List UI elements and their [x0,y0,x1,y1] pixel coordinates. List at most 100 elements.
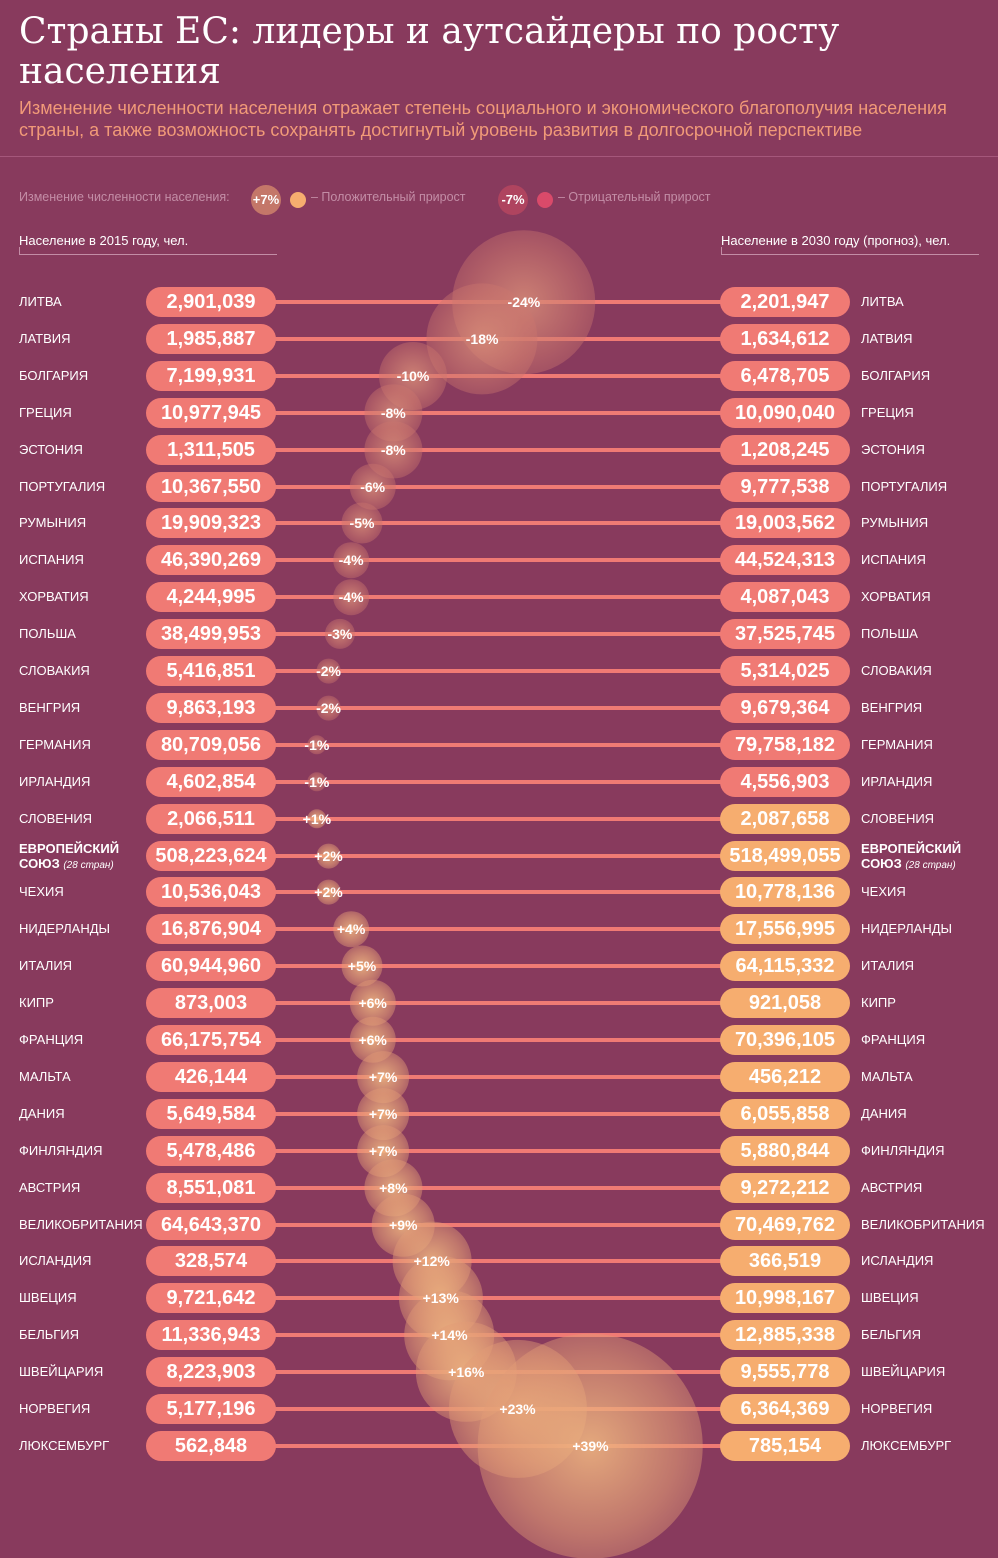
country-name-left: ГЕРМАНИЯ [19,737,91,752]
pop-2030-value: 1,208,245 [720,435,850,465]
pop-2015-value: 19,909,323 [146,508,276,538]
pop-2015-value: 5,177,196 [146,1394,276,1424]
country-name-text: ФРАНЦИЯ [19,1032,84,1047]
country-name-right: ШВЕЦИЯ [861,1290,919,1305]
country-name-text: ДАНИЯ [861,1106,907,1121]
country-name-left: ГРЕЦИЯ [19,405,72,420]
table-row: ЕВРОПЕЙСКИЙ СОЮЗ (28 стран) ЕВРОПЕЙСКИЙ СОЮ… [0,841,998,871]
connector-line [270,780,730,784]
country-name-left: НИДЕРЛАНДЫ [19,921,110,936]
country-name-left: ШВЕЙЦАРИЯ [19,1364,103,1379]
country-name-right: МАЛЬТА [861,1069,913,1084]
legend-label: Изменение численности населения: [19,190,230,204]
country-name-right: ХОРВАТИЯ [861,589,931,604]
connector-line [270,1186,730,1190]
country-name-text: ВЕНГРИЯ [861,700,923,715]
pop-2015-value: 7,199,931 [146,361,276,391]
country-name-right: ЭСТОНИЯ [861,442,925,457]
pop-2030-value: 70,469,762 [720,1210,850,1240]
pop-2015-value: 873,003 [146,988,276,1018]
country-name-right: ЛАТВИЯ [861,331,913,346]
country-name-left: ИРЛАНДИЯ [19,774,90,789]
country-name-text: ЛЮКСЕМБУРГ [861,1438,952,1453]
country-name-text: БЕЛЬГИЯ [19,1327,80,1342]
country-name-text: ШВЕЙЦАРИЯ [19,1364,104,1379]
legend-positive-bubble: +7% [251,185,281,215]
table-row: ХОРВАТИЯ ХОРВАТИЯ 4,244,995 4,087,043 [0,582,998,612]
country-name-text: ФИНЛЯНДИЯ [19,1143,103,1158]
country-name-left: ДАНИЯ [19,1106,65,1121]
country-name-right: ФИНЛЯНДИЯ [861,1143,944,1158]
country-name-left: ЛЮКСЕМБУРГ [19,1438,109,1453]
country-name-right: ГРЕЦИЯ [861,405,914,420]
pop-2015-value: 46,390,269 [146,545,276,575]
country-name-text: БОЛГАРИЯ [19,368,89,383]
table-row: ИСЛАНДИЯ ИСЛАНДИЯ 328,574 366,519 [0,1246,998,1276]
country-name-left: ВЕЛИКОБРИТАНИЯ [19,1217,143,1232]
country-name-right: ИТАЛИЯ [861,958,914,973]
country-name-text: ХОРВАТИЯ [19,589,89,604]
country-name-text: ЛЮКСЕМБУРГ [19,1438,110,1453]
country-name-right: НИДЕРЛАНДЫ [861,921,952,936]
country-name-right: СЛОВАКИЯ [861,663,932,678]
pop-2030-value: 1,634,612 [720,324,850,354]
country-name-left: ФРАНЦИЯ [19,1032,83,1047]
pop-2030-value: 366,519 [720,1246,850,1276]
country-name-text: НОРВЕГИЯ [19,1401,91,1416]
pop-2030-value: 5,314,025 [720,656,850,686]
country-name-text: ЛИТВА [861,294,904,309]
connector-line [270,595,730,599]
table-row: НОРВЕГИЯ НОРВЕГИЯ 5,177,196 6,364,369 [0,1394,998,1424]
legend-positive-dot [290,192,306,208]
country-name-right: ВЕЛИКОБРИТАНИЯ [861,1217,985,1232]
country-name-text: ГЕРМАНИЯ [861,737,933,752]
country-name-text: ПОРТУГАЛИЯ [19,479,106,494]
table-row: ЛИТВА ЛИТВА 2,901,039 2,201,947 [0,287,998,317]
connector-line [270,521,730,525]
country-name-text: ИСПАНИЯ [861,552,926,567]
pop-2015-value: 8,551,081 [146,1173,276,1203]
connector-line [270,927,730,931]
pop-2030-value: 2,087,658 [720,804,850,834]
pop-2015-value: 2,066,511 [146,804,276,834]
pop-2030-value: 10,090,040 [720,398,850,428]
table-row: МАЛЬТА МАЛЬТА 426,144 456,212 [0,1062,998,1092]
country-name-text: ЕВРОПЕЙСКИЙ [861,841,962,856]
country-name-right: ЛИТВА [861,294,904,309]
connector-line [270,706,730,710]
pop-2030-value: 456,212 [720,1062,850,1092]
country-name-text: ФИНЛЯНДИЯ [861,1143,945,1158]
country-name-left: ЕВРОПЕЙСКИЙ СОЮЗ (28 стран) [19,841,119,873]
table-row: ГРЕЦИЯ ГРЕЦИЯ 10,977,945 10,090,040 [0,398,998,428]
left-axis-tick [19,247,20,255]
country-name-text: МАЛЬТА [19,1069,71,1084]
country-name-text: ЭСТОНИЯ [19,442,83,457]
legend-negative-dot [537,192,553,208]
pop-2015-value: 328,574 [146,1246,276,1276]
country-name-left: ВЕНГРИЯ [19,700,80,715]
pop-2015-value: 60,944,960 [146,951,276,981]
table-row: ФРАНЦИЯ ФРАНЦИЯ 66,175,754 70,396,105 [0,1025,998,1055]
country-name-text: ФРАНЦИЯ [861,1032,926,1047]
country-name-text: СЛОВАКИЯ [19,663,90,678]
pop-2015-value: 9,721,642 [146,1283,276,1313]
country-name-left: СЛОВАКИЯ [19,663,90,678]
country-name-right: СЛОВЕНИЯ [861,811,934,826]
country-name-text: НИДЕРЛАНДЫ [861,921,953,936]
pop-2030-value: 2,201,947 [720,287,850,317]
country-name-left: ИСПАНИЯ [19,552,84,567]
pop-2015-value: 1,985,887 [146,324,276,354]
pop-2015-value: 562,848 [146,1431,276,1461]
country-name-text: ИСПАНИЯ [19,552,84,567]
table-row: ЛЮКСЕМБУРГ ЛЮКСЕМБУРГ 562,848 785,154 [0,1431,998,1461]
pop-2015-value: 8,223,903 [146,1357,276,1387]
pop-2015-value: 2,901,039 [146,287,276,317]
connector-line [270,1038,730,1042]
table-row: ЧЕХИЯ ЧЕХИЯ 10,536,043 10,778,136 [0,877,998,907]
country-name-right: АВСТРИЯ [861,1180,922,1195]
table-row: ШВЕЦИЯ ШВЕЦИЯ 9,721,642 10,998,167 [0,1283,998,1313]
country-name-text: НИДЕРЛАНДЫ [19,921,111,936]
country-name-left: ИСЛАНДИЯ [19,1253,91,1268]
pop-2015-value: 5,649,584 [146,1099,276,1129]
connector-line [270,1001,730,1005]
